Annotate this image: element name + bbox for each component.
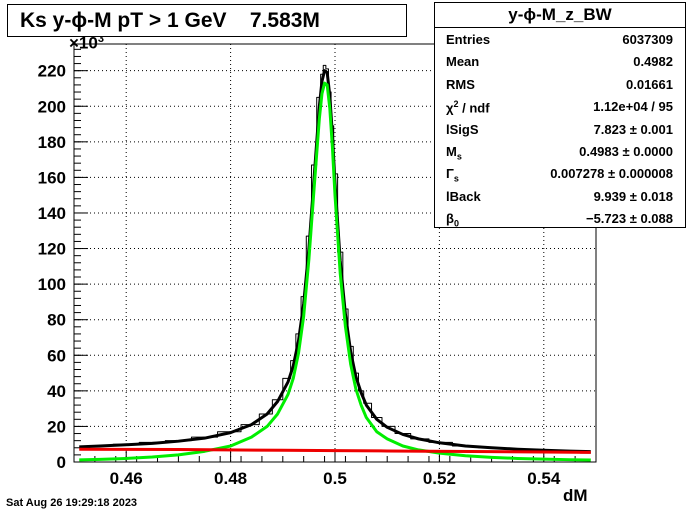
y-tick-label: 140 — [38, 204, 66, 223]
y-tick-label: 120 — [38, 240, 66, 259]
y-tick-label: 180 — [38, 133, 66, 152]
series-fit-background — [79, 447, 591, 454]
y-tick-label: 40 — [47, 382, 66, 401]
y-tick-label: 160 — [38, 168, 66, 187]
stats-value: 9.939 ± 0.018 — [593, 188, 673, 204]
stats-value: 1.12e+04 / 95 — [593, 99, 673, 115]
stats-row: lSigS 7.823 ± 0.001 — [435, 118, 685, 140]
chart-title: Ks y-ϕ-M pT > 1 GeV 7.583M — [20, 9, 320, 32]
stats-label: Mean — [446, 54, 480, 70]
axes: 0.46 0.48 0.5 0.52 0.54 0 20 40 60 80 100 120 140 160… — [38, 48, 597, 488]
x-tick-label: 0.52 — [423, 469, 456, 488]
stats-label: Entries — [446, 32, 491, 47]
x-tick-label: 0.54 — [527, 469, 561, 488]
stats-label: β0 — [446, 211, 459, 229]
stats-value: 0.007278 ± 0.000008 — [550, 166, 673, 182]
y-tick-label: 80 — [47, 311, 66, 330]
stats-label: RMS — [446, 76, 475, 92]
stats-label: lBack — [446, 188, 481, 204]
y-tick-label: 200 — [38, 97, 66, 116]
stats-value: 0.4983 ± 0.0000 — [579, 143, 673, 159]
stats-label: Γs — [446, 166, 459, 184]
stats-row: Ms 0.4983 ± 0.0000 — [435, 140, 685, 162]
x-axis-label: dM — [563, 486, 588, 505]
stats-row: RMS 0.01661 — [435, 73, 685, 95]
y-tick-label: 0 — [57, 453, 66, 472]
y-tick-label: 60 — [47, 346, 66, 365]
stats-row: Entries 6037309 — [435, 28, 685, 50]
y-axis-multiplier: ×103 — [69, 33, 104, 53]
stats-label: χ2 / ndf — [446, 99, 490, 116]
series-histogram — [79, 64, 591, 454]
series-fit-total — [79, 69, 591, 454]
stats-label: lSigS — [446, 121, 479, 137]
stats-header: y-ϕ-M_z_BW — [435, 3, 685, 28]
stats-row: lBack 9.939 ± 0.018 — [435, 185, 685, 207]
stats-box: y-ϕ-M_z_BW Entries 6037309 Mean 0.4982 RMS 0.… — [434, 2, 686, 229]
stats-row: Γs 0.007278 ± 0.000008 — [435, 162, 685, 184]
x-tick-label: 0.46 — [110, 469, 143, 488]
stats-value: 0.4982 — [633, 54, 673, 70]
stats-value: 0.01661 — [626, 76, 673, 92]
stats-value: 6037309 — [622, 32, 673, 47]
x-tick-label: 0.48 — [214, 469, 247, 488]
stats-value: −5.723 ± 0.088 — [585, 211, 673, 227]
y-tick-label: 20 — [47, 417, 66, 436]
stats-row: β0 −5.723 ± 0.088 — [435, 207, 685, 229]
y-tick-label: 100 — [38, 275, 66, 294]
y-tick-label: 220 — [38, 62, 66, 81]
chart-title-box: Ks y-ϕ-M pT > 1 GeV 7.583M — [7, 4, 407, 37]
data-series — [79, 64, 591, 462]
stats-label: Ms — [446, 143, 462, 162]
x-tick-label: 0.5 — [323, 469, 347, 488]
timestamp: Sat Aug 26 19:29:18 2023 — [6, 497, 138, 509]
stats-row: Mean 0.4982 — [435, 50, 685, 72]
stats-value: 7.823 ± 0.001 — [593, 121, 673, 137]
stats-row: χ2 / ndf 1.12e+04 / 95 — [435, 95, 685, 117]
